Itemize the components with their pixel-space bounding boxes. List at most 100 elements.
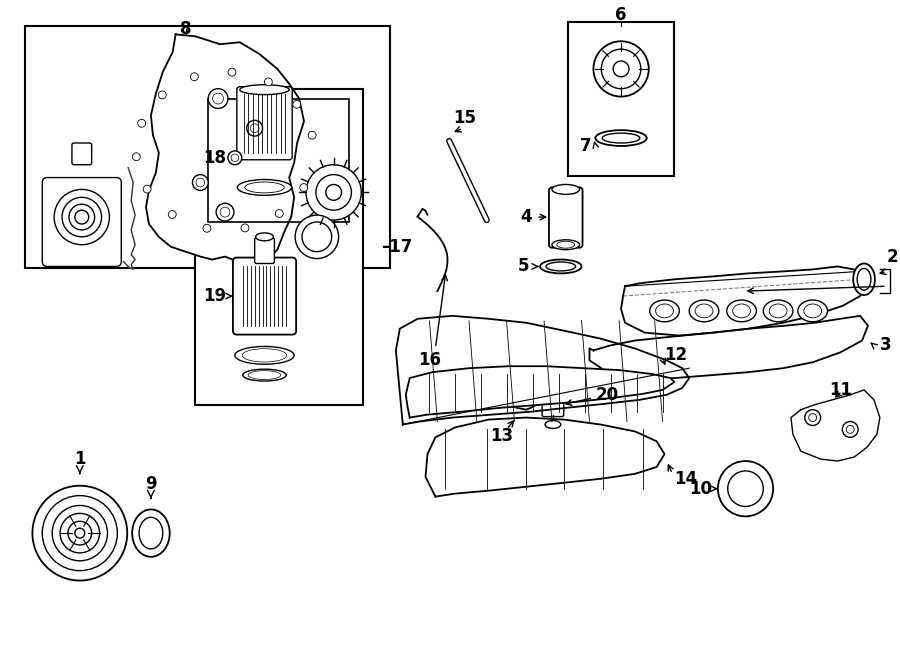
- Ellipse shape: [245, 182, 284, 193]
- Circle shape: [308, 132, 316, 139]
- Ellipse shape: [545, 420, 561, 428]
- Circle shape: [158, 91, 166, 99]
- Circle shape: [212, 93, 223, 104]
- Polygon shape: [621, 266, 864, 336]
- Circle shape: [68, 522, 92, 545]
- Circle shape: [220, 208, 230, 217]
- Bar: [568, 22, 674, 176]
- Circle shape: [846, 426, 854, 434]
- Circle shape: [292, 100, 301, 108]
- Circle shape: [191, 73, 198, 81]
- Circle shape: [62, 198, 102, 237]
- Text: 7: 7: [580, 137, 591, 155]
- Circle shape: [265, 78, 273, 86]
- Circle shape: [216, 203, 234, 221]
- FancyBboxPatch shape: [549, 188, 582, 248]
- Ellipse shape: [132, 510, 170, 557]
- Ellipse shape: [242, 349, 287, 362]
- Circle shape: [42, 496, 117, 570]
- Text: 9: 9: [145, 475, 157, 498]
- Circle shape: [302, 222, 332, 252]
- Polygon shape: [590, 316, 868, 378]
- Text: 1: 1: [74, 450, 86, 474]
- Ellipse shape: [238, 180, 292, 196]
- Ellipse shape: [552, 240, 580, 250]
- Ellipse shape: [248, 371, 281, 379]
- Text: 4: 4: [520, 208, 532, 226]
- Ellipse shape: [727, 300, 756, 322]
- Bar: [24, 26, 390, 268]
- Bar: [208, 98, 349, 222]
- Ellipse shape: [695, 304, 713, 318]
- Text: 3: 3: [880, 336, 892, 354]
- Ellipse shape: [239, 85, 289, 95]
- Circle shape: [241, 224, 249, 232]
- Circle shape: [805, 410, 821, 426]
- Circle shape: [228, 68, 236, 76]
- Ellipse shape: [596, 130, 647, 146]
- Text: 15: 15: [454, 109, 476, 128]
- Circle shape: [75, 528, 85, 538]
- Ellipse shape: [557, 241, 574, 248]
- FancyBboxPatch shape: [255, 238, 274, 264]
- Circle shape: [326, 184, 342, 200]
- Circle shape: [613, 61, 629, 77]
- Circle shape: [231, 154, 239, 161]
- Text: 14: 14: [674, 470, 698, 488]
- Text: –17: –17: [381, 238, 412, 256]
- Circle shape: [208, 89, 228, 108]
- Circle shape: [138, 120, 146, 127]
- Polygon shape: [146, 34, 304, 264]
- Circle shape: [250, 124, 259, 132]
- Circle shape: [193, 175, 208, 190]
- FancyBboxPatch shape: [237, 87, 292, 160]
- Text: 18: 18: [203, 149, 226, 167]
- Circle shape: [69, 204, 94, 230]
- Ellipse shape: [140, 518, 163, 549]
- Circle shape: [32, 486, 127, 580]
- Ellipse shape: [552, 184, 580, 194]
- Circle shape: [275, 210, 284, 217]
- FancyBboxPatch shape: [542, 393, 563, 416]
- Ellipse shape: [798, 300, 827, 322]
- Text: 12: 12: [664, 346, 688, 364]
- Text: 19: 19: [203, 287, 227, 305]
- Ellipse shape: [689, 300, 719, 322]
- Ellipse shape: [650, 300, 680, 322]
- Polygon shape: [426, 418, 664, 496]
- Ellipse shape: [857, 268, 871, 290]
- Circle shape: [54, 190, 110, 245]
- Circle shape: [316, 175, 351, 210]
- Text: 8: 8: [180, 20, 192, 38]
- Ellipse shape: [540, 260, 581, 274]
- Polygon shape: [396, 316, 689, 424]
- Circle shape: [132, 153, 140, 161]
- Circle shape: [601, 49, 641, 89]
- FancyBboxPatch shape: [72, 143, 92, 165]
- Ellipse shape: [243, 369, 286, 381]
- FancyBboxPatch shape: [42, 178, 122, 266]
- Ellipse shape: [804, 304, 822, 318]
- Text: 10: 10: [688, 480, 712, 498]
- Circle shape: [809, 414, 816, 422]
- Ellipse shape: [256, 233, 274, 241]
- Ellipse shape: [763, 300, 793, 322]
- Circle shape: [52, 506, 107, 561]
- Ellipse shape: [602, 133, 640, 143]
- Circle shape: [728, 471, 763, 506]
- Text: 5: 5: [518, 257, 529, 276]
- Circle shape: [203, 224, 211, 232]
- Ellipse shape: [655, 304, 673, 318]
- Circle shape: [228, 151, 242, 165]
- Polygon shape: [123, 168, 135, 270]
- Ellipse shape: [733, 304, 751, 318]
- Circle shape: [842, 422, 858, 438]
- Circle shape: [75, 210, 89, 224]
- Circle shape: [196, 178, 204, 187]
- Text: 20: 20: [596, 386, 618, 404]
- Circle shape: [143, 185, 151, 193]
- Text: 2: 2: [886, 248, 898, 266]
- Circle shape: [295, 215, 338, 258]
- Circle shape: [247, 120, 263, 136]
- Bar: [195, 89, 364, 405]
